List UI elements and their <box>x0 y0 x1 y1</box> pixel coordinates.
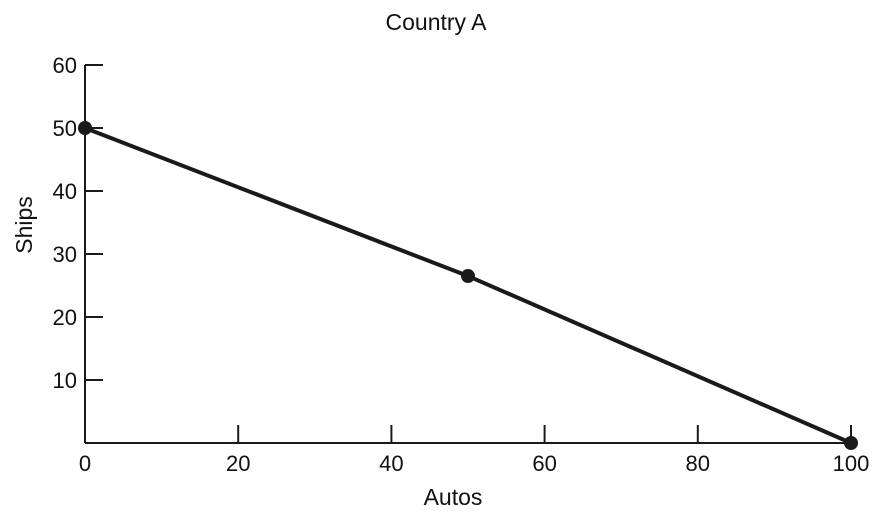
y-tick-label: 40 <box>53 179 77 204</box>
axes <box>84 65 851 444</box>
series-line <box>84 126 852 445</box>
x-tick-label: 80 <box>686 451 710 476</box>
x-tick-label: 60 <box>532 451 556 476</box>
y-tick-label: 30 <box>53 242 77 267</box>
y-axis-label: Ships <box>11 196 37 254</box>
y-tick-label: 60 <box>53 53 77 78</box>
x-axis-label: Autos <box>424 484 483 510</box>
chart-title: Country A <box>386 9 488 35</box>
ticks: 0 20 40 60 80 100 10 20 30 40 50 60 <box>53 53 870 476</box>
y-tick-label: 50 <box>53 116 77 141</box>
x-tick-label: 100 <box>833 451 870 476</box>
y-tick-label: 20 <box>53 305 77 330</box>
x-tick-label: 0 <box>79 451 91 476</box>
data-point <box>461 269 475 284</box>
x-tick-label: 40 <box>379 451 403 476</box>
x-tick-label: 20 <box>226 451 250 476</box>
y-tick-label: 10 <box>53 368 77 393</box>
data-point <box>78 121 92 135</box>
data-point <box>844 436 858 450</box>
series <box>78 121 858 450</box>
